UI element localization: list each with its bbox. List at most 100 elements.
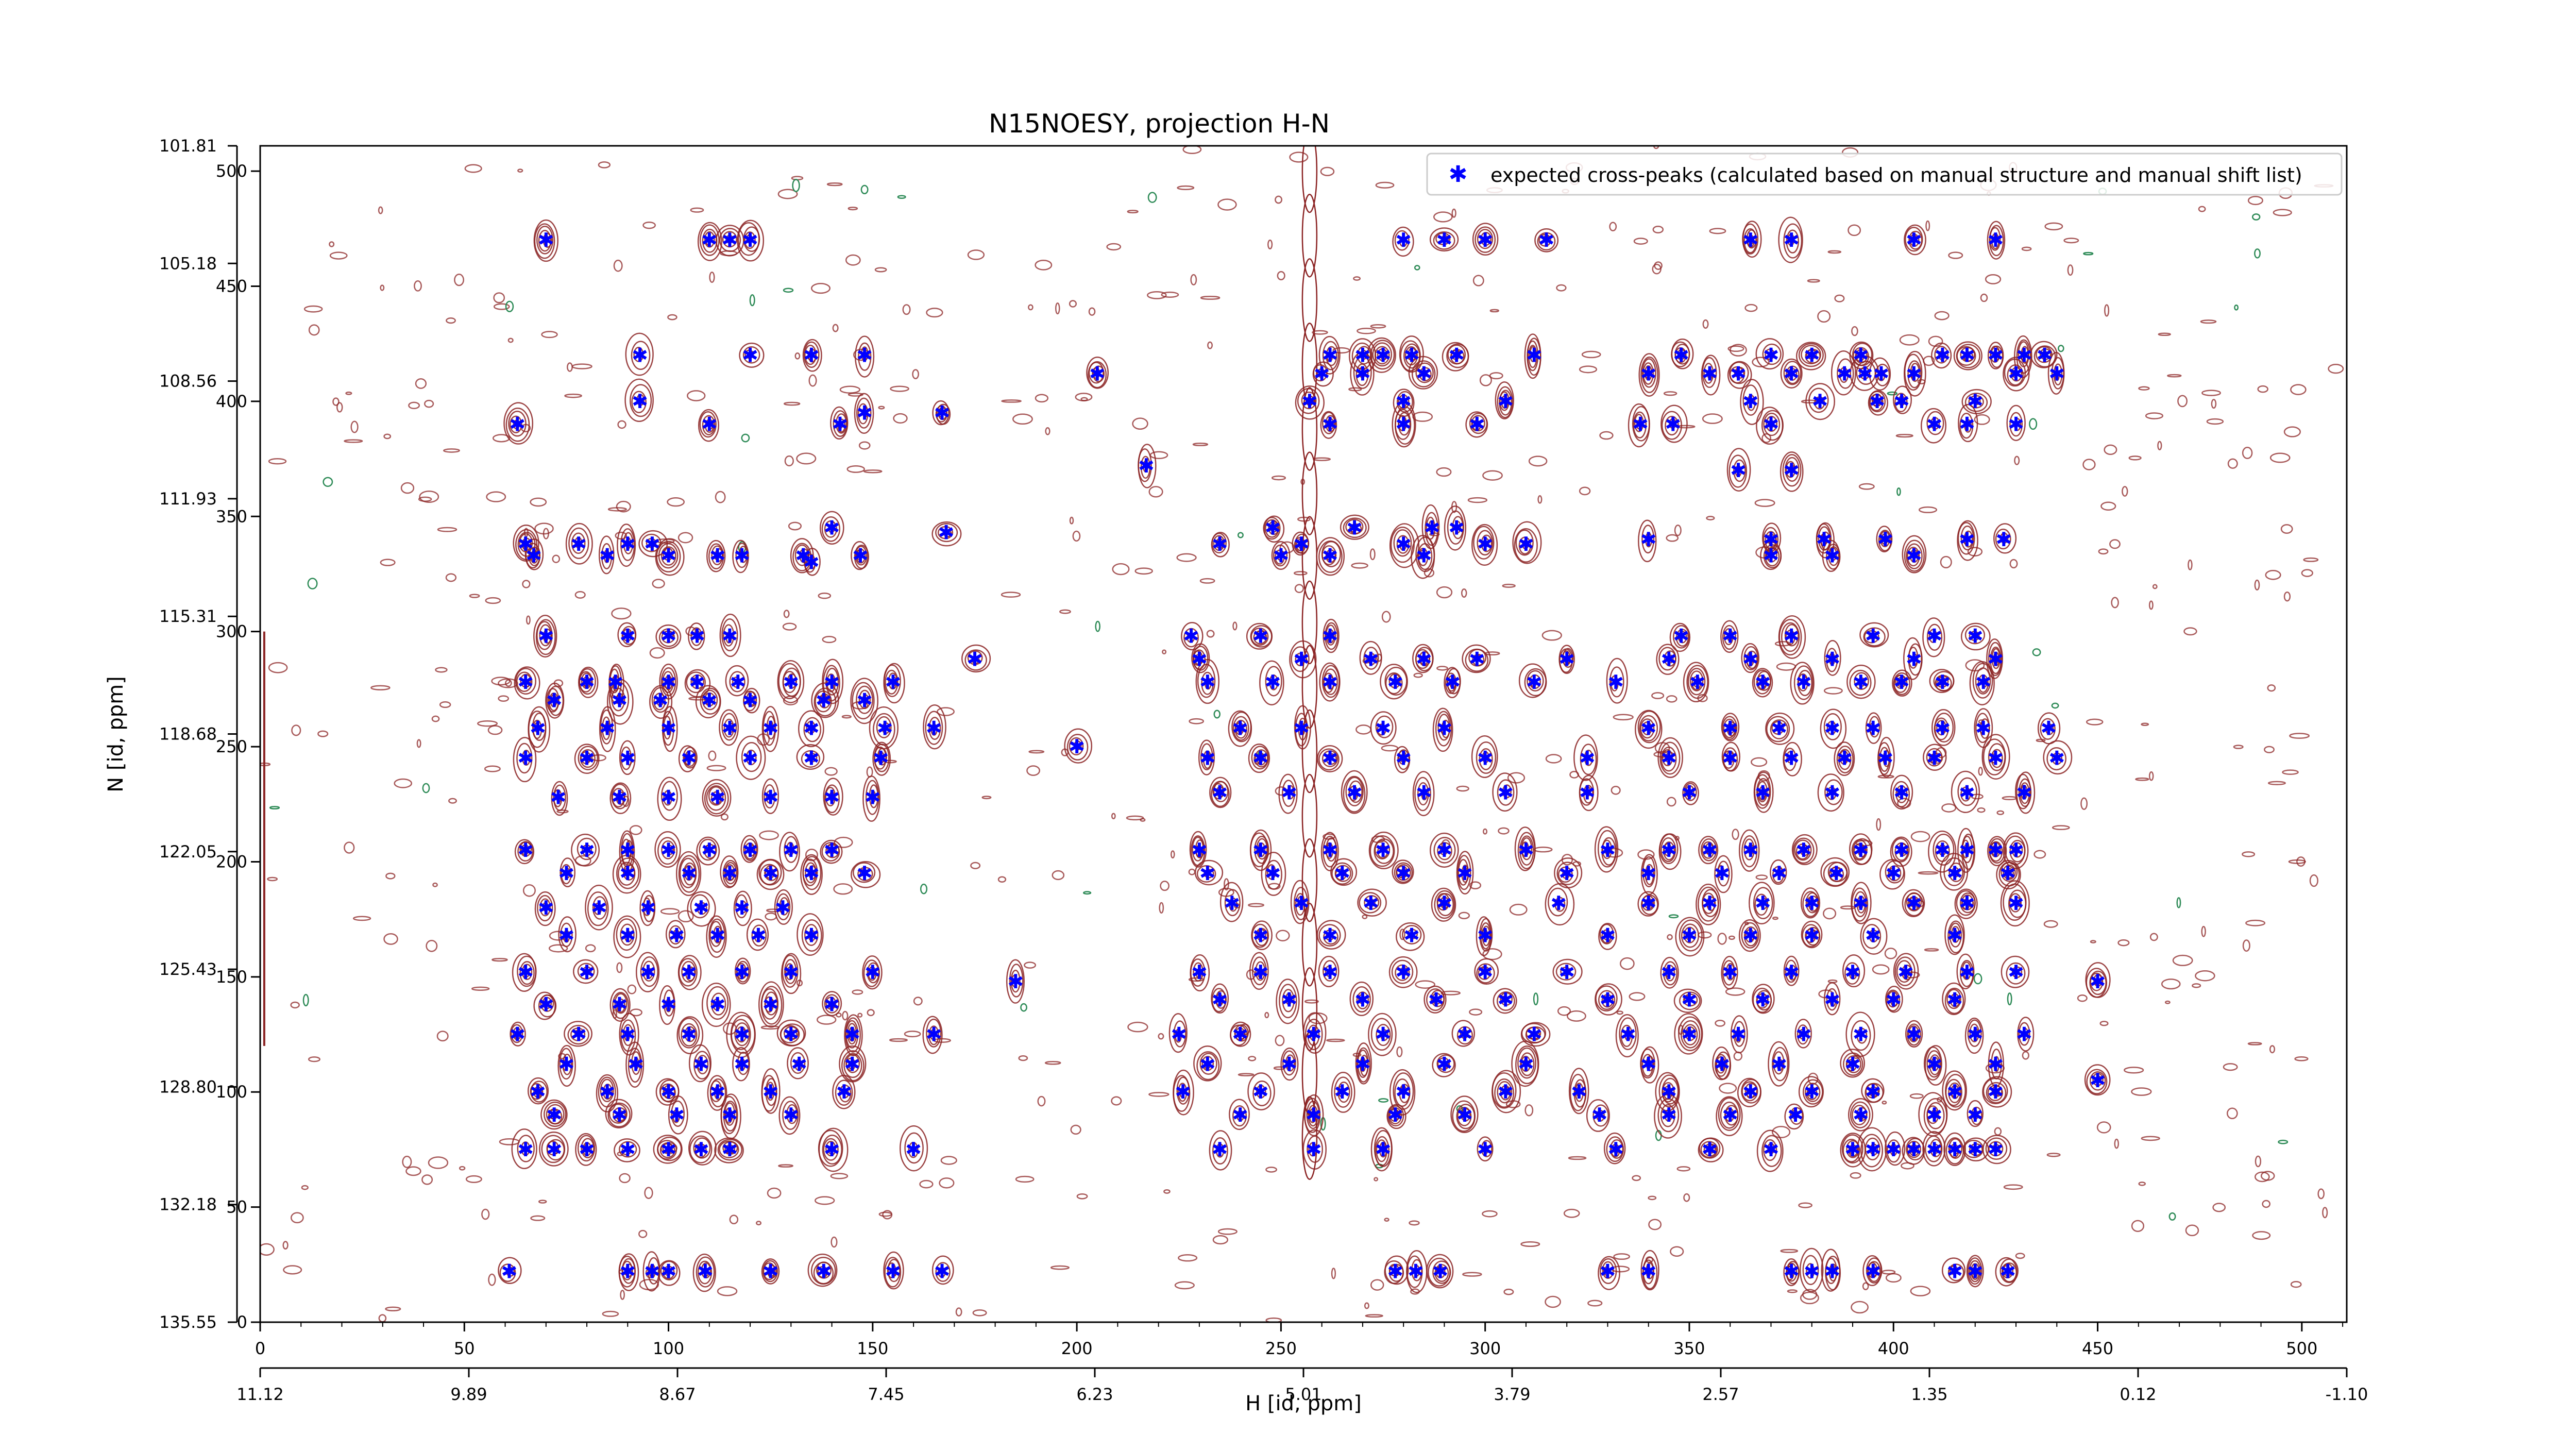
peak-contour: [727, 869, 735, 881]
noise-contour: [1035, 394, 1048, 403]
peak-contour: [2005, 868, 2014, 879]
peak-contour: [1435, 711, 1452, 747]
negative-contour: [307, 578, 318, 589]
peak-contour: [1456, 1026, 1473, 1045]
peak-contour: [1828, 1263, 1838, 1281]
peak-contour: [1687, 668, 1706, 696]
peak-contour: [1196, 865, 1216, 883]
peak-contour: [1297, 896, 1303, 908]
peak-contour: [1493, 988, 1517, 1014]
peak-contour: [746, 918, 769, 951]
noise-contour: [622, 796, 630, 807]
expected-peak-marker: ✱: [1518, 839, 1534, 862]
peak-contour: [719, 613, 741, 657]
peak-contour: [1408, 353, 1413, 361]
expected-peak-marker: ✱: [1946, 924, 1963, 947]
noise-contour: [1702, 319, 1709, 329]
peak-contour: [1873, 398, 1878, 403]
peak-contour: [1922, 617, 1945, 657]
peak-contour: [1934, 717, 1949, 740]
peak-contour: [1766, 549, 1774, 560]
peak-contour: [570, 1027, 586, 1041]
noise-contour: [1189, 718, 1205, 724]
peak-contour: [1276, 978, 1300, 1024]
expected-peak-marker: ✱: [783, 671, 799, 694]
expected-peak-marker: ✱: [517, 1138, 534, 1161]
peak-contour: [1255, 927, 1268, 947]
peak-contour: [1538, 234, 1552, 247]
peak-contour: [1877, 369, 1886, 381]
noise-contour: [1817, 310, 1831, 323]
noise-contour: [1163, 1189, 1171, 1194]
expected-peak-marker: ✱: [1877, 747, 1893, 769]
peak-contour: [1351, 342, 1373, 370]
peak-contour: [660, 781, 678, 811]
peak-contour: [790, 1052, 806, 1074]
expected-peak-marker: ✱: [1926, 1138, 1943, 1161]
noise-contour: [1948, 251, 1963, 259]
peak-contour: [789, 1108, 795, 1120]
peak-contour: [1524, 668, 1547, 697]
peak-contour: [1367, 653, 1376, 665]
peak-contour: [1808, 932, 1814, 938]
peak-contour: [846, 1023, 857, 1045]
peak-contour: [1969, 661, 1995, 705]
peak-contour: [731, 1019, 751, 1051]
peak-contour: [1991, 648, 2001, 669]
expected-peak-marker: ✱: [538, 229, 554, 251]
expected-peak-marker: ✱: [1322, 747, 1338, 769]
x-index-tick-label: 50: [454, 1339, 475, 1358]
expected-peak-marker: ✱: [619, 862, 636, 885]
peak-contour: [2009, 412, 2023, 437]
peak-contour: [1337, 1086, 1345, 1097]
peak-contour: [1476, 963, 1495, 984]
noise-contour: [2033, 850, 2046, 859]
peak-contour: [512, 1027, 521, 1040]
peak-contour: [1788, 631, 1794, 640]
noise-contour: [1936, 747, 1947, 758]
noise-contour: [729, 1214, 739, 1225]
peak-contour: [1734, 369, 1740, 377]
peak-contour: [1195, 845, 1202, 858]
peak-contour: [1789, 464, 1795, 474]
expected-peak-marker: ✱: [1558, 648, 1575, 670]
peak-contour: [1480, 922, 1492, 950]
peak-contour: [1837, 358, 1854, 389]
peak-contour: [1421, 788, 1428, 801]
peak-contour: [787, 1047, 809, 1079]
peak-contour: [1992, 1144, 2001, 1153]
peak-contour: [1842, 954, 1866, 988]
peak-contour: [571, 833, 600, 867]
peak-contour: [827, 843, 837, 854]
peak-contour: [2001, 862, 2018, 882]
peak-contour: [626, 631, 632, 638]
peak-contour: [1441, 719, 1450, 738]
expected-peak-marker: ✱: [1844, 1053, 1861, 1076]
expected-peak-marker: ✱: [1558, 862, 1575, 885]
noise-contour: [833, 883, 853, 895]
peak-contour: [1727, 724, 1732, 730]
expected-peak-marker: ✱: [517, 839, 534, 862]
peak-contour: [1991, 1085, 2003, 1097]
noise-contour: [419, 490, 439, 503]
expected-peak-marker: ✱: [2008, 961, 2024, 984]
negative-contour: [2278, 1139, 2289, 1144]
noise-contour: [543, 528, 549, 539]
expected-peak-marker: ✱: [1477, 747, 1494, 769]
peak-contour: [1258, 847, 1263, 855]
peak-contour: [1398, 394, 1410, 410]
peak-contour: [1679, 919, 1703, 952]
peak-contour: [1722, 716, 1738, 740]
peak-contour: [842, 1088, 849, 1099]
noise-contour: [1971, 794, 1984, 800]
noise-contour: [1667, 934, 1673, 940]
peak-contour: [1808, 387, 1829, 413]
peak-contour: [1396, 922, 1425, 951]
peak-contour: [1964, 625, 1986, 645]
expected-peak-marker: ✱: [1436, 892, 1453, 915]
peak-contour: [1457, 855, 1471, 890]
expected-peak-marker: ✱: [852, 544, 869, 567]
y-index-tick-label: 300: [216, 622, 247, 642]
peak-contour: [685, 755, 690, 762]
peak-contour: [508, 410, 527, 437]
